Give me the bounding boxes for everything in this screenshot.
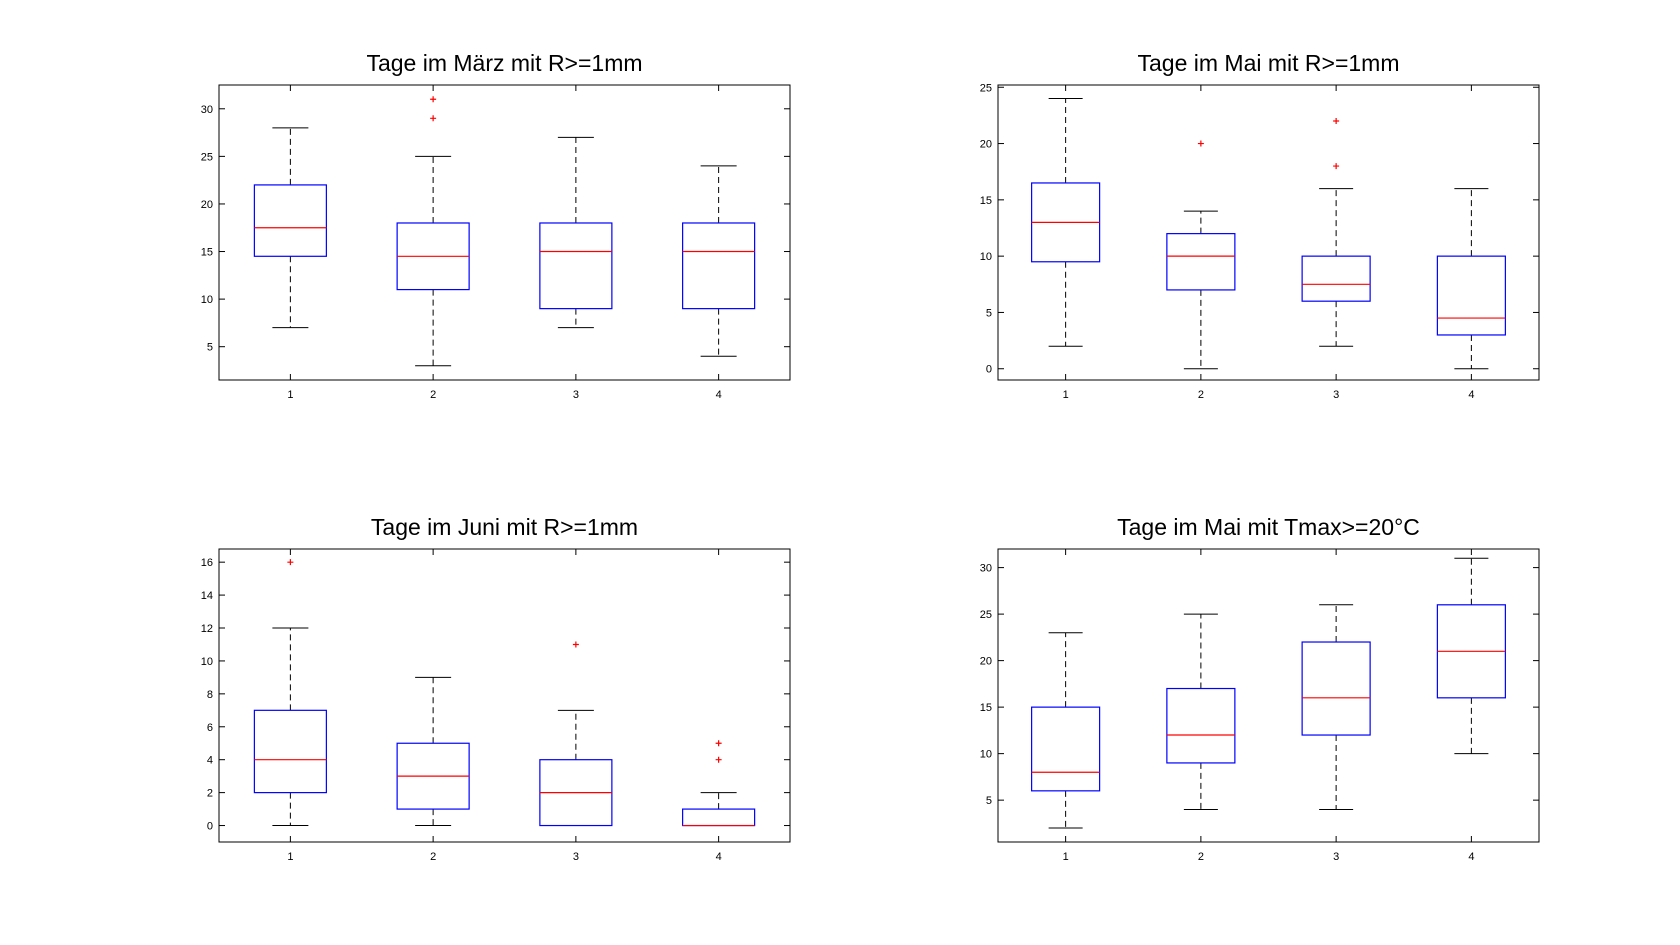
box-3 [1301, 641, 1371, 736]
y-tick-label: 30 [201, 104, 213, 116]
box-3 [1301, 255, 1371, 302]
box-2 [1166, 687, 1236, 764]
outlier-marker [287, 559, 294, 566]
x-tick-label: 4 [1468, 851, 1474, 863]
y-tick-label: 15 [201, 247, 213, 259]
box-1 [253, 709, 327, 794]
y-tick-label: 20 [980, 656, 992, 668]
outlier-marker [430, 115, 437, 122]
y-tick-label: 10 [201, 294, 213, 306]
x-tick-label: 4 [716, 389, 722, 401]
y-tick-label: 12 [201, 623, 213, 635]
y-tick-label: 2 [207, 788, 213, 800]
y-tick-label: 10 [201, 656, 213, 668]
outlier-marker [715, 740, 722, 747]
subplot-2: Tage im Mai mit R>=1mm 0 5 10 15 20 25 1 2 3 4 [980, 50, 1540, 401]
box-4 [682, 222, 756, 310]
subplot-1: Tage im März mit R>=1mm 5 10 15 20 25 30 1 2 3 4 [201, 50, 791, 401]
outlier-marker [572, 641, 579, 648]
y-tick-label: 20 [201, 199, 213, 211]
outlier-marker [715, 756, 722, 763]
y-tick-label: 10 [980, 749, 992, 761]
y-tick-label: 0 [207, 821, 213, 833]
x-tick-label: 2 [430, 851, 436, 863]
outlier-marker [1333, 163, 1340, 170]
x-tick-label: 1 [1063, 389, 1069, 401]
x-tick-label: 1 [287, 389, 293, 401]
x-tick-label: 2 [1198, 851, 1204, 863]
y-tick-label: 6 [207, 722, 213, 734]
y-tick-label: 20 [980, 139, 992, 151]
outlier-marker [1197, 140, 1204, 147]
box-1 [1031, 706, 1101, 792]
axes-frame [997, 548, 1540, 843]
y-tick-label: 25 [201, 151, 213, 163]
y-tick-label: 16 [201, 557, 213, 569]
y-tick-label: 25 [980, 609, 992, 621]
x-tick-label: 3 [1333, 389, 1339, 401]
y-tick-label: 15 [980, 195, 992, 207]
chart-title: Tage im Mai mit R>=1mm [1137, 50, 1399, 76]
x-tick-label: 1 [1063, 851, 1069, 863]
x-tick-label: 3 [1333, 851, 1339, 863]
chart-title: Tage im März mit R>=1mm [366, 50, 642, 76]
y-tick-label: 14 [201, 590, 213, 602]
chart-title: Tage im Mai mit Tmax>=20°C [1117, 514, 1420, 540]
outlier-marker [1333, 118, 1340, 125]
x-tick-label: 4 [716, 851, 722, 863]
y-tick-label: 5 [207, 342, 213, 354]
box-4 [1436, 255, 1506, 336]
y-tick-label: 25 [980, 82, 992, 94]
x-tick-label: 1 [287, 851, 293, 863]
box-3 [539, 222, 613, 310]
y-tick-label: 8 [207, 689, 213, 701]
y-tick-label: 4 [207, 755, 213, 767]
y-tick-label: 30 [980, 563, 992, 575]
x-tick-label: 2 [1198, 389, 1204, 401]
chart-title: Tage im Juni mit R>=1mm [371, 514, 638, 540]
y-tick-label: 5 [986, 795, 992, 807]
subplot-4: Tage im Mai mit Tmax>=20°C 5 10 15 20 25 30 1 2 3… [980, 514, 1540, 863]
axes-frame [997, 84, 1540, 381]
y-tick-label: 5 [986, 307, 992, 319]
x-tick-label: 2 [430, 389, 436, 401]
y-tick-label: 15 [980, 702, 992, 714]
box-1 [253, 184, 327, 257]
axes-frame [218, 84, 791, 381]
axes-frame [218, 548, 791, 843]
y-tick-label: 0 [986, 364, 992, 376]
box-2 [1166, 233, 1236, 291]
x-tick-label: 4 [1468, 389, 1474, 401]
y-tick-label: 10 [980, 251, 992, 263]
x-tick-label: 3 [573, 851, 579, 863]
x-tick-label: 3 [573, 389, 579, 401]
outlier-marker [430, 96, 437, 103]
